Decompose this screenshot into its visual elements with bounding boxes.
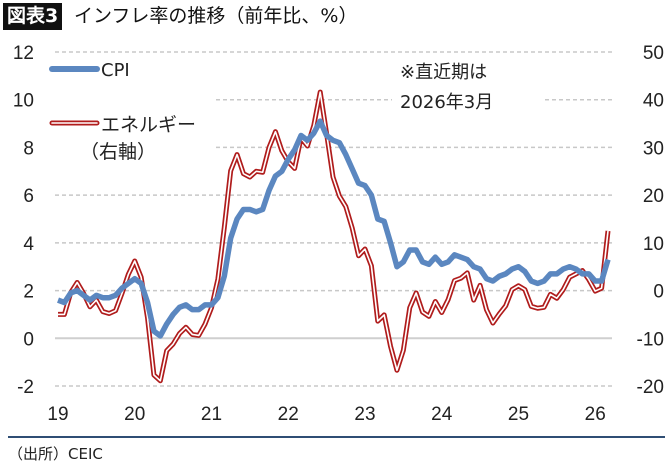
y-left-tick-label: 4: [23, 234, 34, 255]
figure-badge: 図表3: [3, 3, 63, 30]
y-left-tick-label: 12: [13, 43, 34, 64]
cpi-line: [57, 118, 611, 339]
x-tick-label: 22: [278, 404, 299, 425]
legend-energy-axis-note: （右軸）: [80, 141, 156, 163]
x-tick-label: 19: [47, 404, 68, 425]
y-left-tick-label: 2: [23, 282, 34, 303]
annotation-text: ※直近期は: [400, 62, 487, 83]
annotation-background: [392, 56, 542, 114]
y-left-tick-label: 8: [23, 138, 34, 159]
y-right-tick-label: 0: [653, 282, 664, 303]
series-lines: [57, 89, 611, 384]
y-left-tick-label: -2: [17, 377, 34, 398]
y-right-tick-label: 20: [643, 186, 664, 207]
x-tick-label: 24: [431, 404, 453, 425]
y-right-tick-label: 40: [643, 91, 664, 112]
y-axis-right: -20 -10 0 10 20 30 40 50: [637, 43, 664, 398]
source-note: （出所）CEIC: [8, 445, 103, 463]
legend-energy-label: エネルギー: [101, 114, 196, 136]
y-right-tick-label: 10: [643, 234, 664, 255]
y-right-tick-label: 30: [643, 138, 664, 159]
y-left-tick-label: 6: [23, 186, 34, 207]
y-left-tick-label: 0: [23, 329, 34, 350]
annotation-text: 2026年3月: [400, 92, 493, 113]
x-tick-label: 25: [508, 404, 529, 425]
x-tick-label: 23: [354, 404, 375, 425]
energy-line-inner: [58, 91, 609, 382]
y-right-tick-label: -10: [637, 329, 664, 350]
x-tick-label: 21: [201, 404, 222, 425]
y-right-tick-label: -20: [637, 377, 664, 398]
x-tick-label: 26: [585, 404, 606, 425]
x-tick-label: 20: [124, 404, 145, 425]
legend: CPI エネルギー （右軸）: [45, 56, 215, 164]
x-axis: 19 20 21 22 23 24 25 26: [47, 404, 605, 425]
legend-background: [45, 56, 215, 164]
y-left-tick-label: 10: [13, 91, 34, 112]
y-axis-left: -2 0 2 4 6 8 10 12: [13, 43, 35, 398]
chart-title: インフレ率の推移（前年比、%）: [74, 5, 358, 27]
y-right-tick-label: 50: [643, 43, 664, 64]
legend-cpi-label: CPI: [101, 60, 130, 81]
footer-rule: [8, 436, 665, 438]
annotation: ※直近期は 2026年3月: [392, 56, 542, 114]
